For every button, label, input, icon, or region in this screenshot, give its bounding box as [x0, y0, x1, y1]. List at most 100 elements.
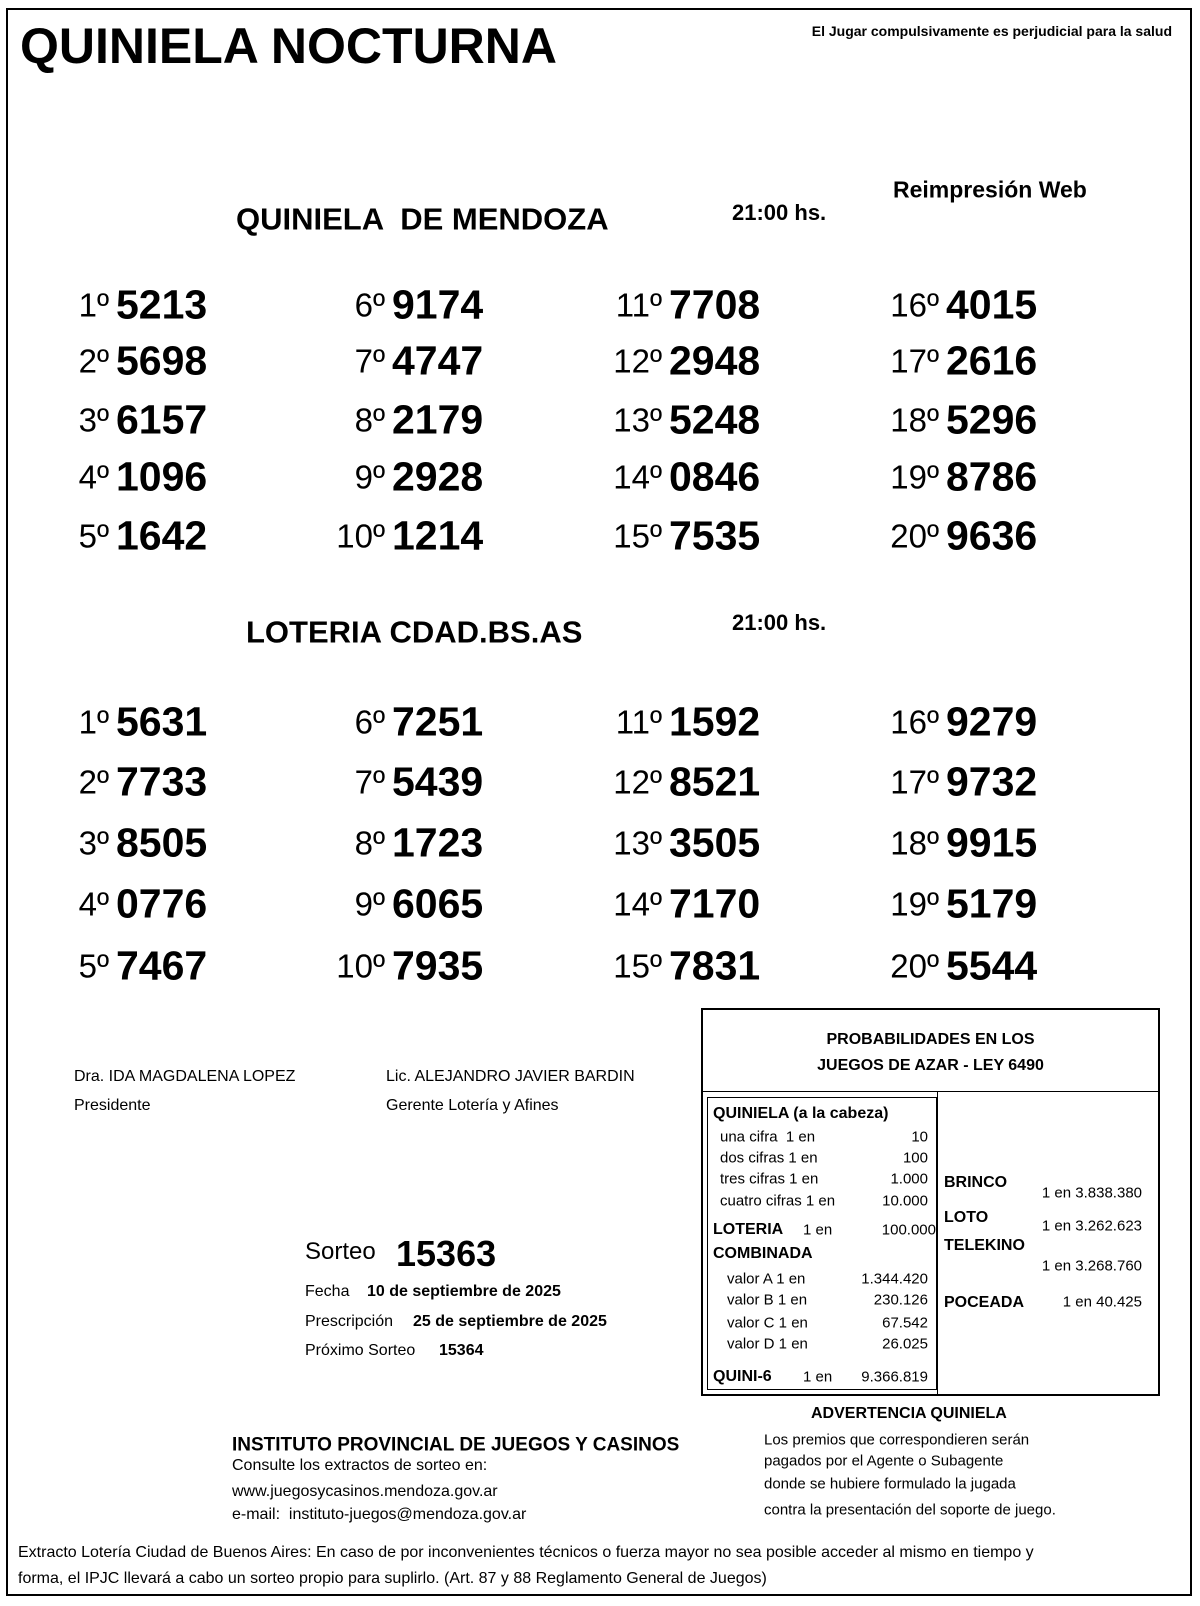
position: 10º [336, 517, 385, 555]
prob-heading: COMBINADA [713, 1245, 813, 1262]
prob-row-value: 100 [902, 1149, 928, 1167]
prob-row-value: 10 [911, 1128, 928, 1146]
prob-row-label: cuatro cifras 1 en [720, 1192, 836, 1210]
position: 17º [890, 342, 939, 380]
number: 5248 [669, 396, 761, 443]
number: 8521 [669, 758, 761, 805]
number: 7170 [669, 880, 761, 927]
number: 5544 [946, 942, 1038, 989]
position: 7º [354, 342, 385, 380]
number: 9636 [946, 512, 1038, 559]
position: 2º [78, 763, 109, 801]
prob-row-value: 1.344.420 [861, 1270, 928, 1288]
prob-title: PROBABILIDADES EN LOS [826, 1031, 1035, 1048]
number: 5213 [116, 281, 208, 328]
position: 17º [890, 763, 939, 801]
position: 13º [613, 401, 662, 439]
prob-label: LOTO [944, 1209, 989, 1226]
position: 11º [615, 703, 662, 741]
proximo-label: Próximo Sorteo [305, 1342, 416, 1359]
position: 14º [613, 458, 662, 496]
position: 18º [890, 824, 939, 862]
number: 1214 [392, 512, 484, 559]
prob-odds: 1 en 3.838.380 [1041, 1184, 1142, 1202]
position: 19º [890, 885, 939, 923]
institute-line: e-mail: instituto-juegos@mendoza.gov.ar [232, 1506, 527, 1523]
number: 9279 [946, 698, 1038, 745]
proximo: 15364 [439, 1342, 484, 1359]
number: 1723 [392, 819, 484, 866]
number: 7535 [669, 512, 761, 559]
probabilities-box [701, 1008, 1160, 1396]
prob-label: BRINCO [944, 1174, 1008, 1191]
prob-odds: 1 en 40.425 [1062, 1293, 1142, 1311]
number: 5439 [392, 758, 484, 805]
advertencia-title: ADVERTENCIA QUINIELA [811, 1405, 1007, 1422]
position: 1º [78, 286, 109, 324]
position: 12º [613, 763, 662, 801]
number: 7935 [392, 942, 484, 989]
prob-value: 100.000 [881, 1221, 936, 1239]
position: 20º [890, 517, 939, 555]
number: 1642 [116, 512, 208, 559]
number: 5179 [946, 880, 1038, 927]
prob-odds: 1 en 3.268.760 [1041, 1257, 1142, 1275]
reprint: Reimpresión Web [893, 176, 1087, 203]
institute-title: INSTITUTO PROVINCIAL DE JUEGOS Y CASINOS [232, 1434, 680, 1456]
signature-role: Presidente [74, 1097, 151, 1114]
advertencia-line: contra la presentación del soporte de ju… [764, 1501, 1056, 1519]
prob-odds: 1 en [803, 1368, 833, 1386]
number: 1592 [669, 698, 761, 745]
prob-row-label: valor A 1 en [727, 1270, 806, 1288]
prescripcion-label: Prescripción [305, 1313, 394, 1330]
position: 5º [78, 947, 109, 985]
divider [701, 1091, 1160, 1092]
number: 4015 [946, 281, 1038, 328]
prob-row-label: dos cifras 1 en [720, 1149, 818, 1167]
inner-box [707, 1097, 937, 1390]
prob-label: QUINI-6 [713, 1368, 772, 1385]
prob-title: JUEGOS DE AZAR - LEY 6490 [817, 1057, 1044, 1074]
number: 6065 [392, 880, 484, 927]
number: 3505 [669, 819, 761, 866]
position: 15º [613, 517, 662, 555]
number: 7251 [392, 698, 484, 745]
number: 1096 [116, 453, 208, 500]
position: 4º [78, 458, 109, 496]
footer-line: Extracto Lotería Ciudad de Buenos Aires:… [18, 1544, 1034, 1561]
number: 5296 [946, 396, 1038, 443]
position: 19º [890, 458, 939, 496]
position: 7º [354, 763, 385, 801]
number: 9732 [946, 758, 1038, 805]
position: 10º [336, 947, 385, 985]
prob-row-label: tres cifras 1 en [720, 1170, 819, 1188]
prob-row-value: 10.000 [882, 1192, 928, 1210]
prob-odds: 1 en 3.262.623 [1041, 1217, 1142, 1235]
title: QUINIELA NOCTURNA [20, 18, 558, 74]
prob-row-label: valor C 1 en [727, 1314, 808, 1332]
prob-heading: QUINIELA (a la cabeza) [713, 1105, 889, 1122]
number: 6157 [116, 396, 208, 443]
number: 5698 [116, 337, 208, 384]
number: 9915 [946, 819, 1038, 866]
sorteo-label: Sorteo [305, 1238, 376, 1265]
number: 2179 [392, 396, 484, 443]
number: 8505 [116, 819, 208, 866]
position: 9º [354, 885, 385, 923]
number: 7733 [116, 758, 208, 805]
signature-role: Gerente Lotería y Afines [386, 1097, 559, 1114]
prob-row-label: una cifra 1 en [720, 1128, 816, 1146]
prob-row-label: valor D 1 en [727, 1335, 808, 1353]
prob-value: 9.366.819 [861, 1368, 928, 1386]
fecha: 10 de septiembre de 2025 [367, 1283, 561, 1300]
position: 16º [890, 286, 939, 324]
number: 2928 [392, 453, 484, 500]
position: 20º [890, 947, 939, 985]
position: 14º [613, 885, 662, 923]
number: 7467 [116, 942, 208, 989]
prob-row-label: valor B 1 en [727, 1291, 808, 1309]
position: 15º [613, 947, 662, 985]
advertencia-line: pagados por el Agente o Subagente [764, 1452, 1004, 1470]
draw-name: QUINIELA DE MENDOZA [236, 201, 609, 237]
